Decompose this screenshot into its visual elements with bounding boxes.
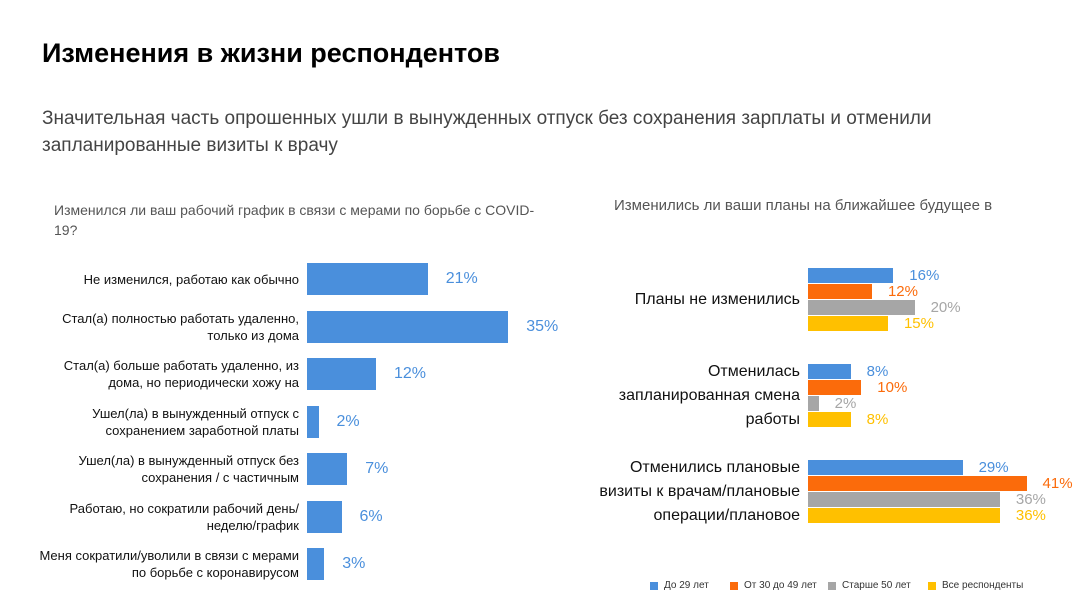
value-label: 8% xyxy=(866,363,889,380)
category-label: Ушел(ла) в вынужденный отпуск с сохранен… xyxy=(92,405,299,438)
value-label: 35% xyxy=(526,317,559,335)
value-label: 2% xyxy=(336,412,360,430)
bar xyxy=(808,364,851,379)
slide-title: Изменения в жизни респондентов xyxy=(42,38,500,68)
bar xyxy=(307,358,376,390)
bar xyxy=(808,460,963,475)
bar xyxy=(808,508,1000,523)
value-label: 7% xyxy=(365,460,389,477)
bar xyxy=(307,548,325,580)
value-label: 15% xyxy=(903,315,934,332)
category-label: Не изменился, работаю как обычно xyxy=(83,271,299,287)
bar xyxy=(808,396,819,411)
bar xyxy=(808,284,872,299)
legend-label: Старше 50 лет xyxy=(842,580,911,591)
category-label: Планы не изменились xyxy=(634,291,800,308)
bar xyxy=(808,380,862,395)
value-label: 41% xyxy=(1042,475,1073,492)
legend-swatch xyxy=(928,582,936,590)
category-label: Стал(а) больше работать удаленно, из дом… xyxy=(63,358,299,390)
value-label: 2% xyxy=(834,395,857,412)
legend-label: До 29 лет xyxy=(664,580,709,591)
bar xyxy=(307,453,348,485)
value-label: 21% xyxy=(445,270,478,287)
value-label: 16% xyxy=(909,267,940,284)
category-label: Меня сократили/уволили в связи с мерами … xyxy=(39,548,299,580)
value-label: 12% xyxy=(887,283,918,300)
value-label: 12% xyxy=(394,365,427,382)
category-label: Стал(а) полностью работать удаленно, тол… xyxy=(62,310,299,343)
legend-label: Все респонденты xyxy=(942,580,1024,591)
value-label: 10% xyxy=(877,379,908,396)
bar xyxy=(808,316,888,331)
value-label: 29% xyxy=(978,459,1009,476)
category-label: Отменились плановые визиты к врачам/план… xyxy=(599,459,800,524)
chart-title: Изменились ли ваши планы на ближайшее бу… xyxy=(614,197,993,214)
category-label: Отменилась запланированная смена работы xyxy=(618,363,800,428)
value-label: 36% xyxy=(1015,491,1046,508)
bar xyxy=(307,310,509,343)
category-label: Работаю, но сократили рабочий день/недел… xyxy=(69,500,299,533)
value-label: 3% xyxy=(342,555,366,572)
value-label: 6% xyxy=(359,507,383,525)
value-label: 8% xyxy=(866,411,889,428)
slide-subtitle: Значительная часть опрошенных ушли в вын… xyxy=(42,108,932,156)
bar xyxy=(808,492,1000,507)
bar xyxy=(307,263,428,295)
bar xyxy=(307,500,342,533)
bar xyxy=(808,268,894,283)
category-label: Ушел(ла) в вынужденный отпуск без сохран… xyxy=(78,453,299,485)
value-label: 20% xyxy=(930,299,961,316)
bar xyxy=(808,476,1027,491)
chart-title: Изменился ли ваш рабочий график в связи … xyxy=(54,202,535,238)
legend-swatch xyxy=(730,582,738,590)
legend-swatch xyxy=(828,582,836,590)
bar xyxy=(808,300,915,315)
bar xyxy=(307,405,319,438)
legend-label: От 30 до 49 лет xyxy=(744,580,817,591)
value-label: 36% xyxy=(1015,507,1046,524)
legend-swatch xyxy=(650,582,658,590)
bar xyxy=(808,412,851,427)
